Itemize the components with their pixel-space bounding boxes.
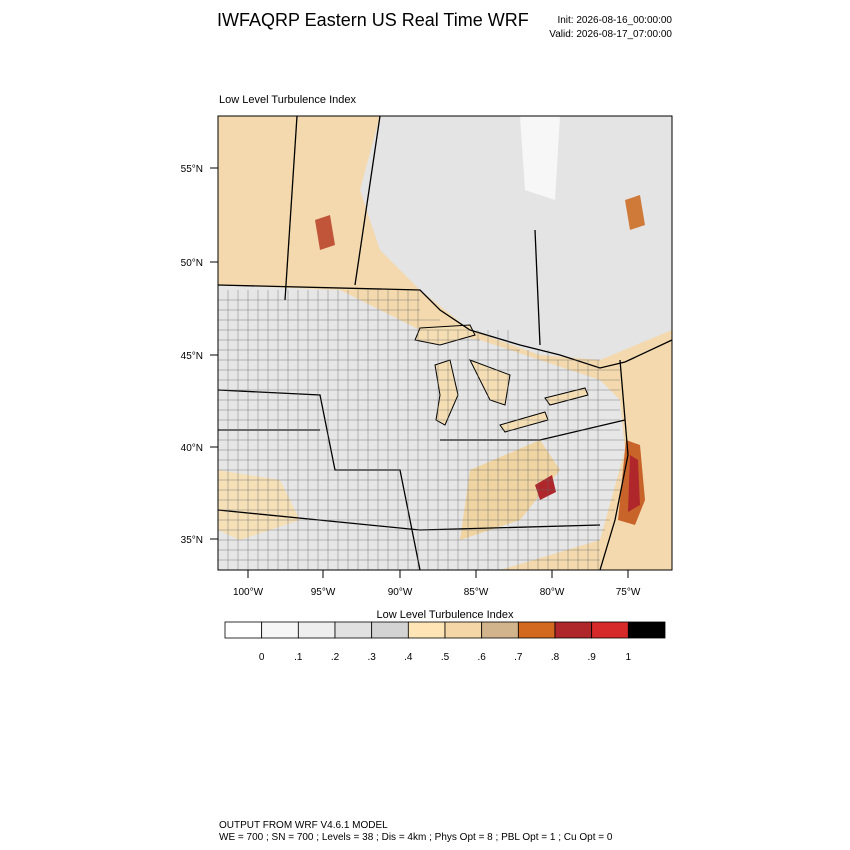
lon-label: 80°W bbox=[540, 587, 565, 598]
colorbar-box bbox=[371, 621, 409, 639]
colorbar-label: .1 bbox=[294, 652, 303, 663]
lat-labels: 55°N 50°N 45°N 40°N 35°N bbox=[181, 164, 218, 546]
colorbar-label: .7 bbox=[514, 652, 523, 663]
init-time: Init: 2026-08-16_00:00:00 bbox=[557, 15, 672, 26]
map-frame bbox=[217, 115, 673, 571]
lat-label: 55°N bbox=[181, 164, 203, 175]
high-turbulence bbox=[628, 455, 640, 512]
colorbar-box bbox=[554, 621, 593, 639]
colorbar-box bbox=[334, 621, 373, 639]
map-subtitle: Low Level Turbulence Index bbox=[219, 94, 356, 106]
lon-labels: 100°W 95°W 90°W 85°W 80°W 75°W bbox=[233, 570, 641, 598]
lon-label: 75°W bbox=[616, 587, 641, 598]
colorbar-box bbox=[591, 621, 629, 639]
colorbar-box bbox=[297, 621, 336, 639]
lat-label: 40°N bbox=[181, 443, 203, 454]
colorbar-label: .9 bbox=[587, 652, 596, 663]
colorbar-label: .5 bbox=[441, 652, 450, 663]
hudson-bay bbox=[520, 116, 560, 200]
footer-line: OUTPUT FROM WRF V4.6.1 MODEL bbox=[219, 820, 388, 831]
colorbar-box bbox=[517, 621, 556, 639]
colorbar: 0 .1 .2 .3 .4 .5 .6 .7 .8 .9 1 bbox=[224, 621, 666, 663]
lat-label: 45°N bbox=[181, 351, 203, 362]
map: 55°N 50°N 45°N 40°N 35°N 100°W 95°W 90°W 85°W 80… bbox=[181, 115, 673, 598]
colorbar-label: .6 bbox=[477, 652, 486, 663]
lon-label: 100°W bbox=[233, 587, 264, 598]
colorbar-label: 0 bbox=[259, 652, 265, 663]
lon-label: 85°W bbox=[464, 587, 489, 598]
title: IWFAQRP Eastern US Real Time WRF bbox=[217, 10, 529, 30]
colorbar-box bbox=[224, 621, 263, 639]
lon-label: 90°W bbox=[388, 587, 413, 598]
colorbar-label: .4 bbox=[404, 652, 413, 663]
lon-label: 95°W bbox=[311, 587, 336, 598]
colorbar-label: .3 bbox=[367, 652, 376, 663]
high-turbulence bbox=[625, 195, 645, 230]
tan-region bbox=[218, 470, 300, 540]
colorbar-box bbox=[627, 621, 666, 639]
colorbar-label: .8 bbox=[551, 652, 560, 663]
colorbar-label: 1 bbox=[626, 652, 632, 663]
lat-label: 35°N bbox=[181, 535, 203, 546]
colorbar-box bbox=[261, 621, 299, 639]
gray-region bbox=[360, 116, 672, 360]
colorbar-box bbox=[407, 621, 446, 639]
colorbar-box bbox=[481, 621, 519, 639]
colorbar-box bbox=[444, 621, 483, 639]
colorbar-title: Low Level Turbulence Index bbox=[377, 609, 514, 621]
high-turbulence bbox=[535, 475, 556, 500]
valid-time: Valid: 2026-08-17_07:00:00 bbox=[549, 29, 672, 40]
footer-line: WE = 700 ; SN = 700 ; Levels = 38 ; Dis … bbox=[219, 832, 613, 843]
high-turbulence bbox=[315, 215, 335, 250]
lat-label: 50°N bbox=[181, 258, 203, 269]
colorbar-label: .2 bbox=[331, 652, 340, 663]
county-grid bbox=[218, 290, 625, 570]
